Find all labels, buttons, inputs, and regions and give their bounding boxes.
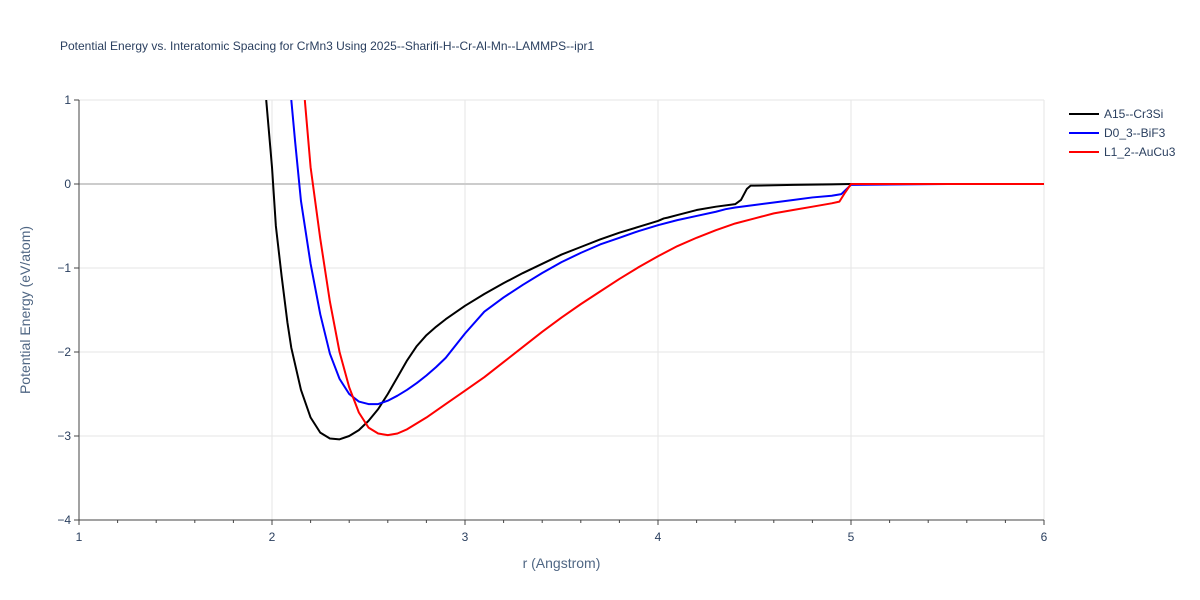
legend-label-a15: A15--Cr3Si	[1104, 107, 1163, 121]
series-line-l12	[303, 100, 1044, 437]
y-tick-label: −3	[57, 429, 71, 443]
y-tick-label: −1	[57, 261, 71, 275]
axes	[74, 99, 1045, 525]
x-tick-label: 3	[462, 530, 469, 544]
x-tick-label: 5	[848, 530, 855, 544]
tick-labels: 1 2 3 4 5 6 1 0 −1 −2 −3 −4	[57, 93, 1047, 544]
legend-label-l12: L1_2--AuCu3	[1104, 145, 1176, 159]
x-tick-label: 1	[76, 530, 83, 544]
series-line-a15	[265, 100, 1044, 441]
x-tick-label: 2	[269, 530, 276, 544]
y-tick-label: −4	[57, 513, 71, 527]
y-tick-label: 1	[64, 93, 71, 107]
y-tick-label: −2	[57, 345, 71, 359]
y-axis-title: Potential Energy (eV/atom)	[17, 226, 33, 394]
grid	[79, 99, 1045, 520]
x-axis-title: r (Angstrom)	[523, 555, 601, 571]
y-tick-label: 0	[64, 177, 71, 191]
x-tick-label: 6	[1041, 530, 1048, 544]
series-line-d03	[290, 100, 1044, 406]
x-tick-label: 4	[655, 530, 662, 544]
legend-label-d03: D0_3--BiF3	[1104, 126, 1166, 140]
series-lines	[265, 100, 1044, 441]
chart-title: Potential Energy vs. Interatomic Spacing…	[60, 39, 594, 53]
legend[interactable]: A15--Cr3Si D0_3--BiF3 L1_2--AuCu3	[1069, 107, 1176, 159]
